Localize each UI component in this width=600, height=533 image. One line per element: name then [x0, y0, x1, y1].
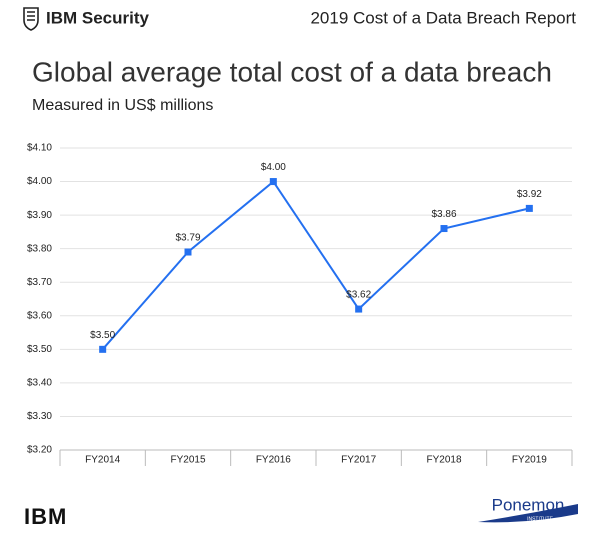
y-tick-label: $3.50 [27, 344, 52, 355]
ibm-logo: IBM [24, 504, 67, 529]
y-tick-label: $3.30 [27, 411, 52, 422]
y-tick-label: $4.00 [27, 176, 52, 187]
x-tick-label: FY2015 [170, 455, 205, 466]
y-tick-label: $3.70 [27, 277, 52, 288]
marker [525, 204, 533, 212]
line [101, 180, 530, 350]
marker [269, 178, 277, 186]
ponemon-logo: Ponemon [492, 495, 565, 514]
report-name: 2019 Cost of a Data Breach Report [310, 8, 576, 27]
y-tick-label: $3.20 [27, 445, 52, 456]
value-label: $3.86 [431, 209, 456, 220]
x-tick-label: FY2016 [256, 455, 291, 466]
x-tick-label: FY2018 [426, 455, 461, 466]
y-tick-label: $4.10 [27, 143, 52, 154]
x-tick-label: FY2014 [85, 455, 120, 466]
shield-icon [23, 7, 39, 31]
y-tick-label: $3.40 [27, 378, 52, 389]
value-label: $4.00 [261, 162, 286, 173]
y-tick-label: $3.80 [27, 243, 52, 254]
brand: IBM Security [46, 8, 150, 27]
value-label: $3.50 [90, 330, 115, 341]
marker [440, 225, 448, 233]
x-tick-label: FY2017 [341, 455, 376, 466]
marker [184, 248, 192, 256]
x-tick-label: FY2019 [512, 455, 547, 466]
y-tick-label: $3.60 [27, 310, 52, 321]
value-label: $3.79 [175, 233, 200, 244]
ponemon-sub: INSTITUTE [527, 516, 553, 522]
value-label: $3.92 [517, 189, 542, 200]
chart-title: Global average total cost of a data brea… [32, 56, 552, 87]
y-tick-label: $3.90 [27, 210, 52, 221]
ponemon-swoosh [478, 504, 578, 523]
chart-subtitle: Measured in US$ millions [32, 97, 213, 114]
value-label: $3.62 [346, 290, 371, 301]
marker [355, 305, 363, 313]
marker [99, 345, 107, 353]
